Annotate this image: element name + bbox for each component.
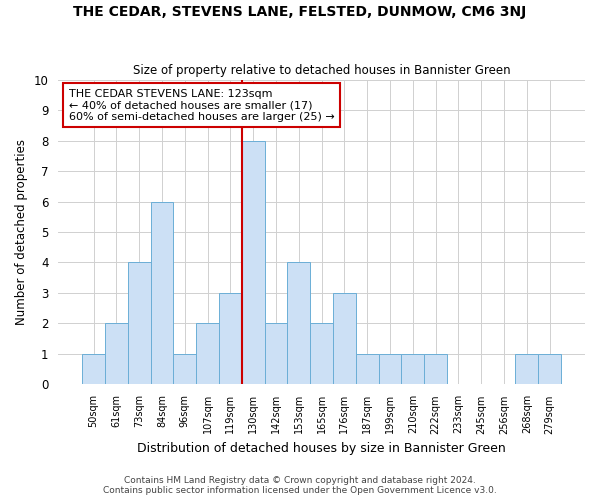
Bar <box>173 354 196 384</box>
X-axis label: Distribution of detached houses by size in Bannister Green: Distribution of detached houses by size … <box>137 442 506 455</box>
Bar <box>82 354 105 384</box>
Text: THE CEDAR STEVENS LANE: 123sqm
← 40% of detached houses are smaller (17)
60% of : THE CEDAR STEVENS LANE: 123sqm ← 40% of … <box>68 88 334 122</box>
Bar <box>105 324 128 384</box>
Bar <box>265 324 287 384</box>
Bar <box>310 324 333 384</box>
Bar <box>128 262 151 384</box>
Bar <box>424 354 447 384</box>
Bar <box>151 202 173 384</box>
Bar <box>401 354 424 384</box>
Bar <box>515 354 538 384</box>
Bar <box>287 262 310 384</box>
Bar <box>219 293 242 384</box>
Text: THE CEDAR, STEVENS LANE, FELSTED, DUNMOW, CM6 3NJ: THE CEDAR, STEVENS LANE, FELSTED, DUNMOW… <box>73 5 527 19</box>
Bar <box>379 354 401 384</box>
Title: Size of property relative to detached houses in Bannister Green: Size of property relative to detached ho… <box>133 64 511 77</box>
Y-axis label: Number of detached properties: Number of detached properties <box>15 139 28 325</box>
Text: Contains HM Land Registry data © Crown copyright and database right 2024.
Contai: Contains HM Land Registry data © Crown c… <box>103 476 497 495</box>
Bar <box>196 324 219 384</box>
Bar <box>356 354 379 384</box>
Bar <box>538 354 561 384</box>
Bar <box>242 140 265 384</box>
Bar <box>333 293 356 384</box>
